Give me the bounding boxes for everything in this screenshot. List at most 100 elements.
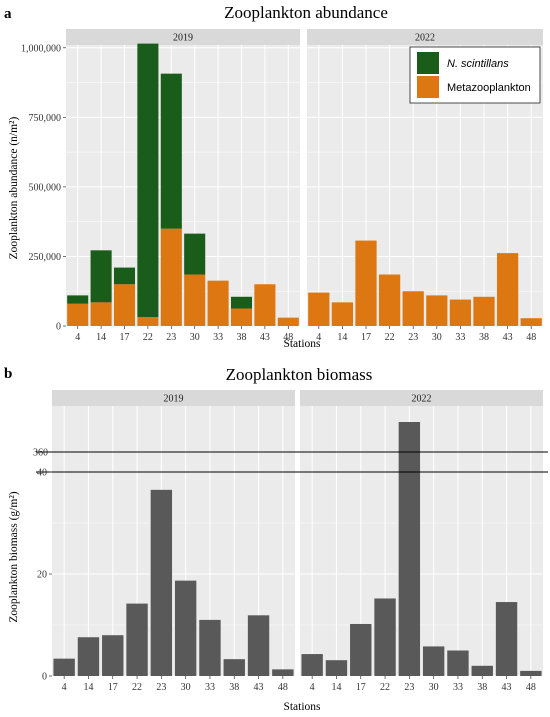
bar-metazooplankton <box>378 274 401 326</box>
bar-metazooplankton <box>473 296 495 326</box>
x-tick-label: 14 <box>96 332 106 343</box>
abundance-x-axis-title: Stations <box>283 338 321 350</box>
bar-biomass <box>150 489 173 676</box>
biomass-y-axis-title: Zooplankton biomass (g/m²) <box>8 491 20 622</box>
bar-n-scintillans <box>90 250 112 303</box>
bar-metazooplankton <box>402 291 424 326</box>
x-tick-label: 48 <box>526 332 536 343</box>
x-tick-label: 30 <box>190 332 200 343</box>
x-tick-label: 17 <box>120 332 130 343</box>
facet-strip-label: 2022 <box>412 394 432 405</box>
panel-a-letter: a <box>4 6 12 22</box>
bar-metazooplankton <box>426 295 448 326</box>
x-tick-label: 17 <box>361 332 371 343</box>
x-tick-label: 33 <box>213 332 223 343</box>
biomass-x-axis-title: Stations <box>283 701 321 713</box>
x-tick-label: 38 <box>237 332 247 343</box>
bar-metazooplankton <box>90 302 112 326</box>
abundance-legend: N. scintillans Metazooplankton <box>409 46 541 104</box>
bar-biomass <box>350 623 372 676</box>
bar-biomass <box>272 669 294 676</box>
bar-biomass <box>447 650 469 676</box>
x-tick-label: 43 <box>260 332 270 343</box>
facet-strip <box>300 390 543 406</box>
y-tick-label: 250,000 <box>29 252 62 263</box>
bar-metazooplankton <box>113 284 136 326</box>
bar-biomass <box>422 646 445 676</box>
bar-metazooplankton <box>355 240 377 326</box>
x-tick-label: 22 <box>380 682 390 693</box>
bar-n-scintillans <box>113 267 136 285</box>
x-tick-label: 22 <box>385 332 395 343</box>
bar-metazooplankton <box>308 292 330 326</box>
y-tick-label: 1,000,000 <box>21 43 61 54</box>
bar-n-scintillans <box>67 295 89 304</box>
x-tick-label: 30 <box>432 332 442 343</box>
x-tick-label: 38 <box>479 332 489 343</box>
bar-biomass <box>471 665 493 676</box>
abundance-chart-title: Zooplankton abundance <box>224 3 388 22</box>
x-tick-label: 33 <box>455 332 465 343</box>
bar-biomass-upper <box>398 422 421 472</box>
bar-metazooplankton <box>449 299 472 326</box>
x-tick-label: 30 <box>429 682 439 693</box>
bar-n-scintillans <box>160 73 182 229</box>
bar-metazooplankton <box>207 280 229 326</box>
legend-key-metazooplankton <box>417 76 439 98</box>
x-tick-label: 33 <box>453 682 463 693</box>
bar-metazooplankton <box>331 302 354 326</box>
x-tick-label: 23 <box>166 332 176 343</box>
bar-metazooplankton <box>67 303 89 326</box>
y-tick-label: 20 <box>37 570 47 581</box>
biomass-chart-title: Zooplankton biomass <box>226 365 373 384</box>
y-tick-label: 40 <box>37 468 47 479</box>
abundance-plot-area: 2019 4 14 17 22 23 30 33 38 43 48 2022 4 14 17 22 23 30 33… <box>21 29 543 343</box>
x-tick-label: 43 <box>254 682 264 693</box>
bar-metazooplankton <box>137 317 159 326</box>
x-tick-label: 30 <box>181 682 191 693</box>
x-tick-label: 22 <box>132 682 142 693</box>
bar-n-scintillans <box>230 296 253 309</box>
x-tick-label: 23 <box>156 682 166 693</box>
bar-biomass-lower <box>398 472 421 676</box>
x-tick-label: 22 <box>143 332 153 343</box>
x-tick-label: 23 <box>408 332 418 343</box>
abundance-y-axis-title: Zooplankton abundance (n/m²) <box>8 116 20 259</box>
bar-biomass <box>520 670 542 676</box>
facet-strip <box>52 390 295 406</box>
bar-metazooplankton <box>230 308 253 326</box>
x-tick-label: 48 <box>278 682 288 693</box>
bar-metazooplankton <box>496 253 519 326</box>
y-tick-label: 0 <box>42 672 47 683</box>
facet-strip-label: 2019 <box>164 394 184 405</box>
legend-label-metazooplankton: Metazooplankton <box>447 82 531 94</box>
bar-biomass <box>126 603 148 676</box>
y-tick-label: 500,000 <box>29 182 62 193</box>
bar-metazooplankton <box>254 284 276 326</box>
facet-strip <box>307 29 543 45</box>
bar-biomass <box>77 637 100 676</box>
x-tick-label: 14 <box>337 332 347 343</box>
y-tick-label: 750,000 <box>29 113 62 124</box>
x-tick-label: 17 <box>356 682 366 693</box>
bar-biomass <box>247 615 270 676</box>
x-tick-label: 23 <box>404 682 414 693</box>
bar-biomass <box>301 654 323 676</box>
bar-biomass <box>199 619 221 676</box>
x-tick-label: 38 <box>477 682 487 693</box>
facet-strip <box>66 29 300 45</box>
bar-biomass <box>374 598 396 676</box>
bar-biomass <box>495 602 518 676</box>
x-tick-label: 38 <box>229 682 239 693</box>
bar-metazooplankton <box>184 274 206 326</box>
legend-key-n-scintillans <box>417 52 439 74</box>
x-tick-label: 14 <box>331 682 341 693</box>
facet-strip-label: 2022 <box>415 33 435 44</box>
x-tick-label: 48 <box>283 332 293 343</box>
bar-metazooplankton <box>160 228 182 326</box>
x-tick-label: 4 <box>62 682 67 693</box>
x-tick-label: 4 <box>316 332 321 343</box>
x-tick-label: 48 <box>526 682 536 693</box>
bar-metazooplankton <box>520 318 542 326</box>
